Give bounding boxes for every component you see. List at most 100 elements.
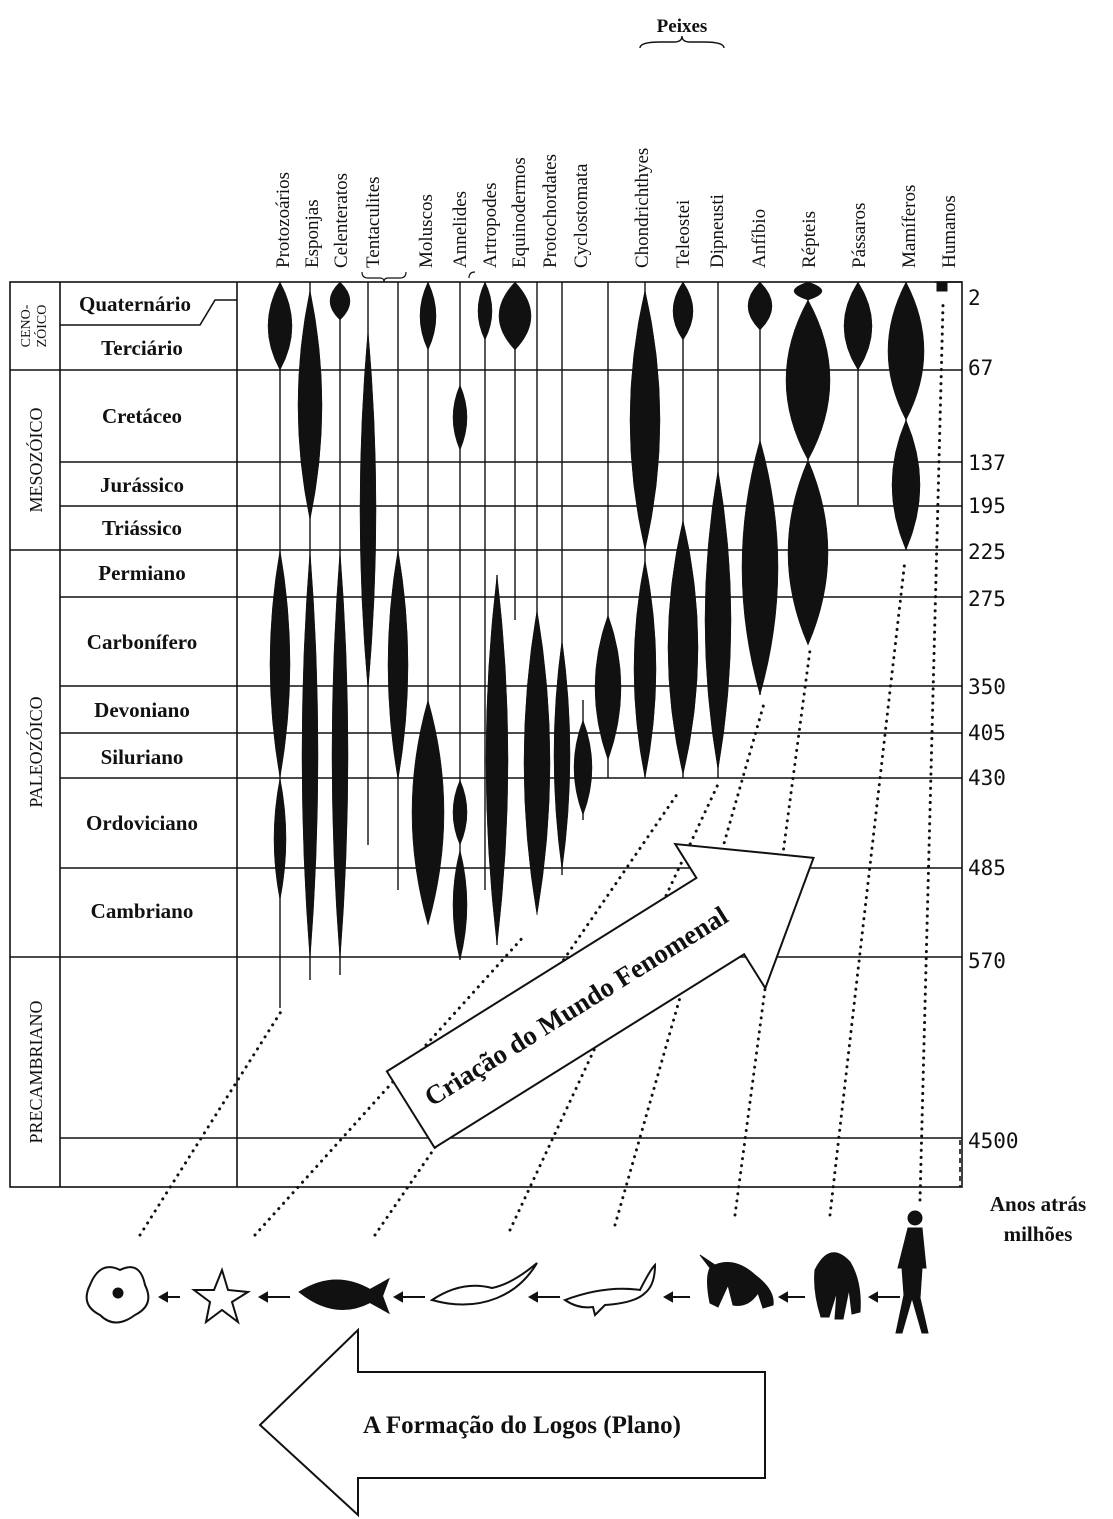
starfish-icon [194, 1270, 248, 1322]
lineage-spindle [554, 640, 570, 870]
dotted-link [920, 305, 943, 1200]
lineage-spindle [486, 575, 508, 945]
lineage-spindle [888, 282, 924, 420]
column-label: Moluscos [416, 194, 437, 268]
lineage-spindle [298, 290, 322, 520]
column-label: Mamíferos [899, 185, 920, 268]
amoeba-nucleus [113, 1288, 123, 1298]
lineage-spindle [634, 560, 656, 778]
period-label: Ordoviciano [86, 811, 198, 835]
mammal-icon [700, 1255, 773, 1308]
lineage-spindle [270, 550, 290, 778]
lineage-spindle [499, 282, 531, 350]
column-label: Esponjas [302, 199, 323, 268]
lineage-spindle [453, 385, 467, 450]
lineage-spindle [630, 290, 660, 550]
animal-row [87, 1211, 928, 1333]
column-label: Répteis [799, 211, 820, 268]
age-label: 137 [968, 451, 1006, 475]
age-label: 570 [968, 949, 1006, 973]
lineage-spindle [274, 778, 286, 900]
lineage-spindle [302, 550, 318, 960]
arrow-label: A Formação do Logos (Plano) [363, 1412, 681, 1439]
era-label: CENO- [19, 304, 34, 347]
human-head [908, 1211, 922, 1225]
period-label: Siluriano [101, 745, 184, 769]
column-label: Cyclostomata [571, 163, 592, 268]
period-label: Devoniano [94, 698, 190, 722]
age-label: 405 [968, 721, 1006, 745]
age-caption: Anos atrás [990, 1192, 1086, 1216]
column-label: Protozoários [273, 172, 294, 268]
era-label: MESOZÓICO [25, 407, 46, 512]
salamander-icon [432, 1263, 537, 1305]
age-label: 225 [968, 540, 1006, 564]
age-caption: milhões [1004, 1222, 1073, 1246]
age-label: 275 [968, 587, 1006, 611]
period-label: Quaternário [79, 292, 191, 316]
column-label: Annelides [450, 191, 471, 268]
era-label: ZÓICO [33, 305, 50, 348]
period-label: Carbonífero [87, 630, 197, 654]
lineage-spindle [420, 282, 436, 350]
era-label: PRECAMBRIANO [26, 1000, 46, 1143]
lineage-spindle [786, 300, 830, 460]
period-label: Terciário [101, 336, 183, 360]
age-label: 430 [968, 766, 1006, 790]
period-label: Triássico [102, 516, 182, 540]
lineage-spindle [478, 282, 492, 340]
artropodes-brace [469, 272, 475, 278]
period-label: Cambriano [91, 899, 194, 923]
lineage-spindle [453, 850, 467, 960]
lineage-spindle [788, 460, 828, 645]
period-label: Cretáceo [102, 404, 182, 428]
peixes-brace [640, 36, 724, 48]
lineage-spindle [794, 282, 822, 300]
lineage-spindle [742, 440, 778, 695]
logos-arrow: A Formação do Logos (Plano) [260, 1330, 765, 1515]
column-label: Chondrichthyes [632, 148, 653, 268]
column-label: Artropodes [480, 183, 501, 268]
lineage-spindle [330, 282, 350, 320]
age-label: 2 [968, 286, 981, 310]
lineage-spindle [574, 720, 592, 815]
lineage-spindle [668, 520, 698, 775]
lineage-spindle [844, 282, 872, 370]
column-label: Anfíbio [749, 209, 770, 268]
evolution-diagram: Peixes Criação do Mundo Fenomenal A Form… [0, 0, 1113, 1519]
lineage-spindle [524, 610, 550, 915]
lineage-spindle [453, 780, 467, 845]
column-label: Tentaculites [363, 176, 384, 268]
lineage-spindle [595, 615, 621, 760]
lineage-spindle [332, 550, 348, 960]
reptile-icon [565, 1265, 655, 1315]
column-label: Celenteratos [331, 173, 352, 268]
lineage-spindle [360, 330, 376, 690]
human-icon [896, 1228, 928, 1333]
age-label: 4500 [968, 1129, 1019, 1153]
column-label: Pássaros [849, 203, 870, 268]
tentaculites-brace [362, 272, 406, 282]
column-label: Protochordates [540, 154, 561, 268]
column-label: Humanos [939, 195, 960, 268]
column-label: Dipneusti [707, 194, 728, 268]
fish-icon [300, 1280, 388, 1312]
lineage-spindle [388, 550, 408, 780]
ape-icon [815, 1253, 861, 1319]
period-label: Permiano [98, 561, 185, 585]
dotted-link [830, 560, 905, 1215]
age-label: 350 [968, 675, 1006, 699]
lineage-spindle [705, 470, 731, 770]
chain-arrows [160, 1293, 900, 1301]
lineage-spindle [892, 420, 920, 550]
lineage-spindle [673, 282, 693, 340]
arrow-label: Criação do Mundo Fenomenal [419, 900, 734, 1112]
column-label: Teleostei [673, 200, 694, 268]
humans-mark [937, 283, 947, 291]
period-label: Jurássico [100, 473, 184, 497]
lineage-spindle [748, 282, 772, 330]
dotted-link [140, 1010, 282, 1235]
age-label: 67 [968, 356, 993, 380]
era-label: PALEOZÓICO [25, 696, 46, 807]
lineages [268, 282, 947, 1008]
